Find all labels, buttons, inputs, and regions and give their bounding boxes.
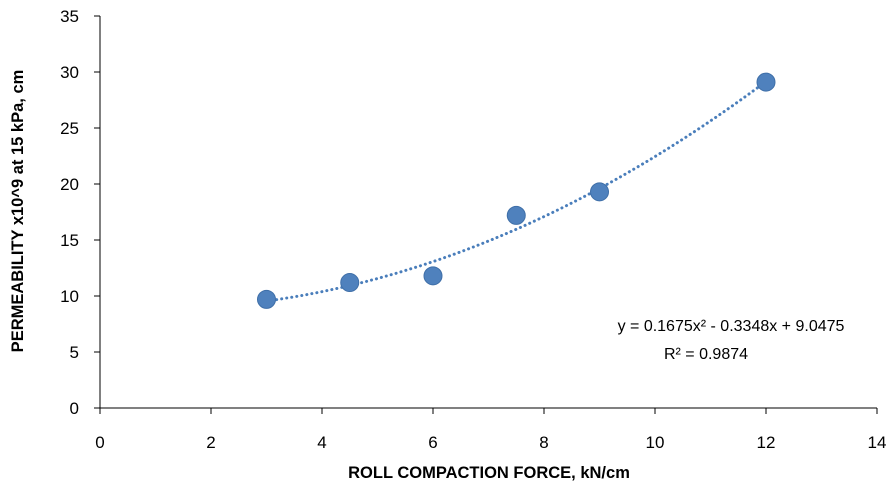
data-points <box>257 72 776 309</box>
y-tick-label: 0 <box>70 399 79 418</box>
y-tick-label: 20 <box>60 175 79 194</box>
y-axis-title: PERMEABILITY x10^9 at 15 kPa, cm <box>9 70 27 353</box>
y-tick-label: 5 <box>70 343 79 362</box>
x-axis-title: ROLL COMPACTION FORCE, kN/cm <box>348 464 630 482</box>
y-tick-label: 15 <box>60 231 79 250</box>
y-tick-label: 35 <box>60 7 79 26</box>
data-point <box>423 266 443 286</box>
x-tick-label: 12 <box>757 433 776 452</box>
data-point <box>756 72 776 92</box>
x-tick-label: 8 <box>539 433 548 452</box>
y-tick-label: 25 <box>60 119 79 138</box>
data-point <box>257 289 276 309</box>
trendline <box>265 80 768 303</box>
x-axis-ticks: 0 2 4 6 8 10 12 14 <box>95 408 886 452</box>
y-tick-label: 10 <box>60 287 79 306</box>
x-tick-label: 10 <box>646 433 665 452</box>
trendline-r2: R² = 0.9874 <box>664 346 748 363</box>
x-tick-label: 4 <box>317 433 326 452</box>
x-tick-label: 6 <box>428 433 437 452</box>
chart-axes <box>94 16 877 414</box>
data-point <box>340 273 360 293</box>
data-point <box>506 205 526 225</box>
x-tick-label: 0 <box>95 433 104 452</box>
x-tick-label: 2 <box>206 433 215 452</box>
y-tick-label: 30 <box>60 63 79 82</box>
y-axis-ticks: 0 5 10 15 20 25 30 35 <box>60 7 100 418</box>
x-tick-label: 14 <box>868 433 887 452</box>
trendline-equation: y = 0.1675x² - 0.3348x + 9.0475 <box>618 318 845 335</box>
data-point <box>590 182 609 202</box>
